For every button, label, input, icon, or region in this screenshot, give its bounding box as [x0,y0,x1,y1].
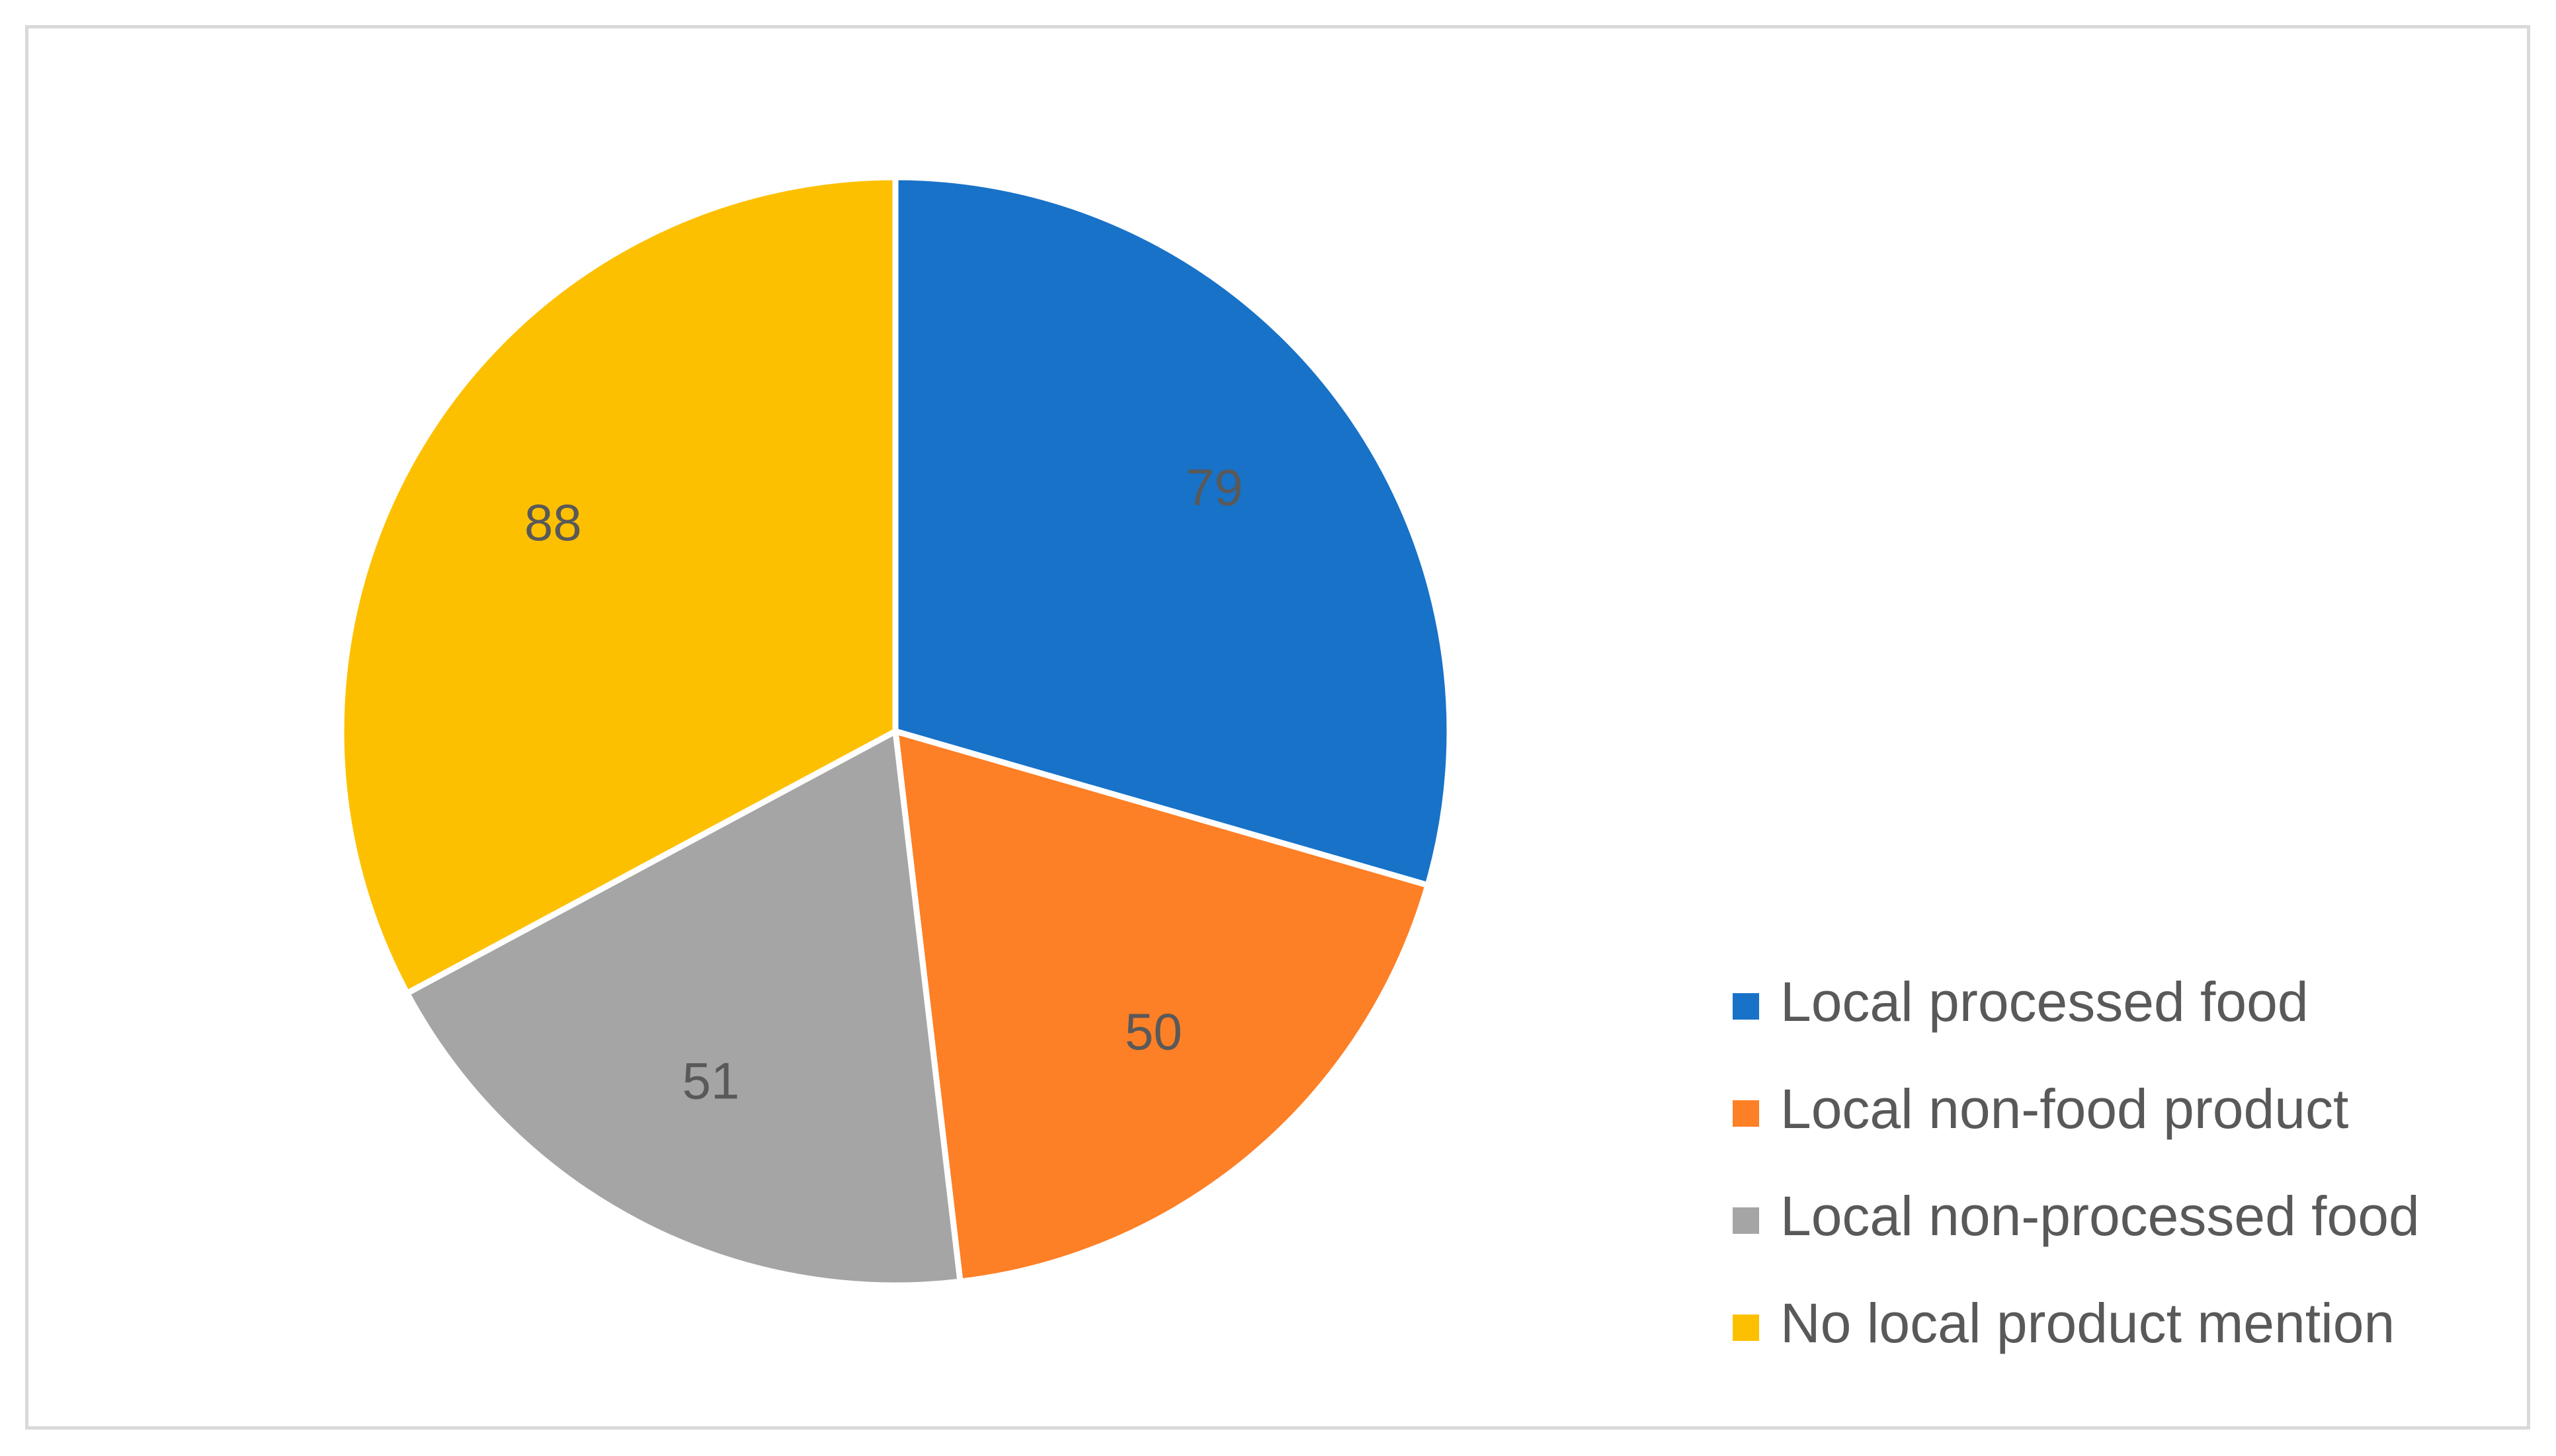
legend: Local processed food Local non-food produ… [1733,971,2420,1354]
data-label-local-non-processed-food: 51 [682,1052,740,1110]
legend-item-local-processed-food: Local processed food [1733,971,2309,1033]
legend-label: Local processed food [1780,971,2309,1033]
pie-slice-local-non-food-product [892,728,1431,1285]
data-label-no-local-product-mention: 88 [524,493,582,551]
legend-swatch [1733,1100,1759,1127]
pie-slices [338,174,1453,1289]
legend-swatch [1733,1314,1759,1341]
legend-label: Local non-processed food [1780,1185,2420,1247]
pie-data-labels: 79 50 51 88 [524,458,1243,1110]
legend-label: No local product mention [1780,1292,2395,1354]
legend-label: Local non-food product [1780,1078,2348,1140]
legend-swatch [1733,993,1759,1020]
legend-item-local-non-processed-food: Local non-processed food [1733,1185,2420,1247]
legend-item-no-local-product-mention: No local product mention [1733,1292,2395,1354]
legend-swatch [1733,1207,1759,1234]
legend-item-local-non-food-product: Local non-food product [1733,1078,2348,1140]
data-label-local-non-food-product: 50 [1125,1002,1182,1061]
pie-slice-no-local-product-mention [338,174,899,996]
data-label-local-processed-food: 79 [1186,458,1243,516]
pie-slice-local-non-processed-food [404,728,964,1289]
pie-slice-local-processed-food [892,174,1453,889]
